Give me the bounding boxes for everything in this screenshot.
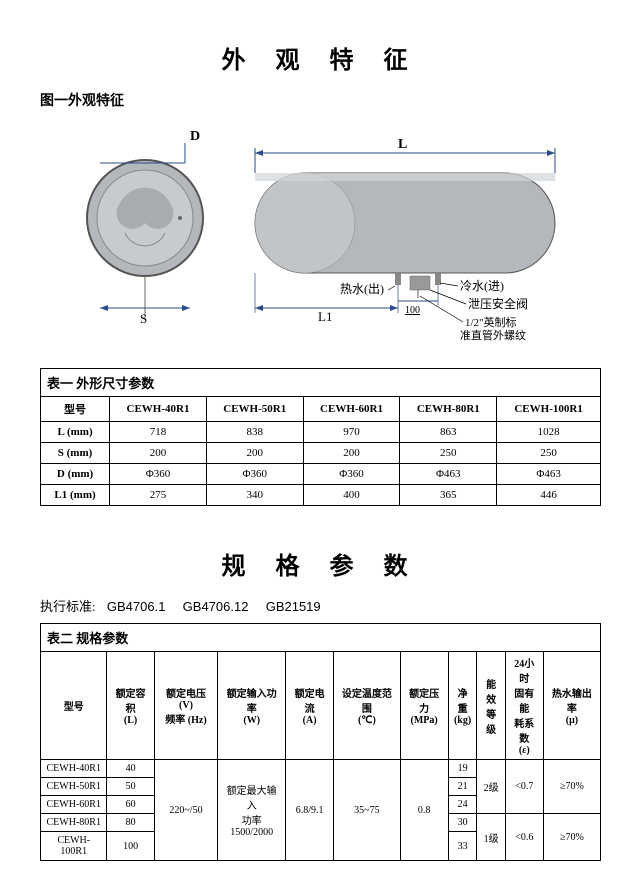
svg-text:S: S [140,311,147,326]
table2-caption: 表二 规格参数 [40,623,601,651]
t1-model-4: CEWH-100R1 [497,397,601,422]
table1-caption: 表一 外形尺寸参数 [40,368,601,396]
section-title-specs: 规 格 参 数 [40,546,601,581]
diagram-container: D S L L1 100 热水(出) 冷水( [40,118,601,348]
table1: 型号 CEWH-40R1 CEWH-50R1 CEWH-60R1 CEWH-80… [40,396,601,506]
svg-text:准直管外螺纹: 准直管外螺纹 [460,328,526,342]
svg-text:L1: L1 [318,309,332,324]
svg-text:冷水(进): 冷水(进) [460,279,504,293]
t1-head-model: 型号 [41,397,110,422]
t1-model-2: CEWH-60R1 [303,397,400,422]
svg-text:1/2"英制标: 1/2"英制标 [465,315,517,329]
svg-text:L: L [398,137,407,152]
section-title-appearance: 外 观 特 征 [40,40,601,75]
svg-text:泄压安全阀: 泄压安全阀 [468,296,528,311]
t1-model-3: CEWH-80R1 [400,397,497,422]
t1-model-0: CEWH-40R1 [110,397,207,422]
svg-text:D: D [190,129,200,144]
figure-caption: 图一外观特征 [40,90,601,110]
diagram-svg: D S L L1 100 热水(出) 冷水( [40,118,600,348]
standards-line: 执行标准: GB4706.1 GB4706.12 GB21519 [40,596,601,615]
svg-text:100: 100 [405,305,420,316]
table2: 型号 额定容积(L) 额定电压 (V)频率 (Hz) 额定输入功率(W) 额定电… [40,651,601,861]
svg-text:热水(出): 热水(出) [340,282,384,296]
t1-model-1: CEWH-50R1 [206,397,303,422]
